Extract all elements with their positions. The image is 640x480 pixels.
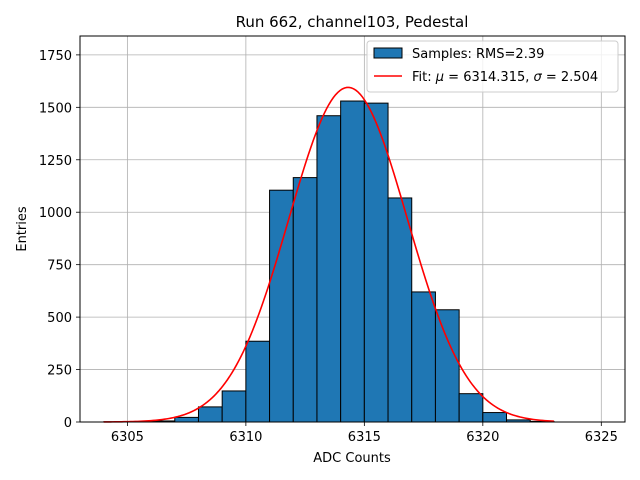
y-tick-label: 1250 bbox=[39, 154, 72, 169]
legend-fit-sigma-symbol: σ bbox=[534, 70, 543, 85]
y-tick-label: 250 bbox=[47, 364, 72, 379]
histogram-bar bbox=[269, 189, 294, 423]
y-tick-label: 500 bbox=[47, 311, 72, 326]
legend: Samples: RMS=2.39 Fit: μ = 6314.315, σ =… bbox=[366, 40, 619, 93]
histogram-bars bbox=[103, 100, 555, 423]
x-axis-title: ADC Counts bbox=[313, 451, 391, 466]
x-tick-label: 6315 bbox=[348, 430, 381, 445]
chart-title: Run 662, channel103, Pedestal bbox=[236, 13, 469, 31]
y-tick-label: 1500 bbox=[39, 101, 72, 116]
x-tick-label: 6320 bbox=[466, 430, 499, 445]
histogram-bar bbox=[363, 102, 389, 423]
legend-fit-mu-value: = 6314.315, bbox=[444, 70, 533, 85]
histogram-bar bbox=[482, 412, 508, 423]
x-axis-ticks: 6305 6310 6315 6320 6325 bbox=[111, 422, 618, 445]
y-axis-ticks: 0 250 500 750 1000 1250 1500 1750 bbox=[39, 49, 80, 431]
histogram-bar bbox=[316, 115, 342, 423]
legend-box bbox=[366, 40, 619, 93]
histogram-bar bbox=[387, 197, 413, 423]
histogram-bar bbox=[411, 291, 436, 423]
histogram-bar bbox=[458, 393, 484, 423]
y-tick-label: 750 bbox=[47, 259, 72, 274]
fit-curve-layer bbox=[103, 86, 554, 423]
x-tick-label: 6305 bbox=[111, 430, 144, 445]
plot-frame bbox=[79, 35, 626, 423]
legend-fit-label: Fit: μ = 6314.315, σ = 2.504 bbox=[412, 70, 598, 85]
legend-histogram-label: Samples: RMS=2.39 bbox=[412, 47, 544, 62]
histogram-bar bbox=[174, 416, 199, 423]
legend-fit-prefix: Fit: bbox=[412, 70, 436, 85]
legend-fit-sigma-value: = 2.504 bbox=[542, 70, 598, 85]
y-tick-label: 1000 bbox=[39, 206, 72, 221]
histogram-bar bbox=[340, 100, 365, 423]
histogram-bar bbox=[197, 406, 223, 423]
gaussian-fit-curve bbox=[103, 86, 554, 423]
histogram-bar bbox=[245, 340, 271, 423]
histogram-bar bbox=[434, 309, 460, 423]
legend-histogram-swatch bbox=[373, 47, 403, 59]
histogram-bar bbox=[221, 390, 247, 423]
x-tick-label: 6310 bbox=[229, 430, 262, 445]
legend-fit-mu-symbol: μ bbox=[435, 70, 444, 85]
x-tick-label: 6325 bbox=[585, 430, 618, 445]
histogram-bar bbox=[292, 177, 318, 423]
y-tick-label: 1750 bbox=[39, 49, 72, 64]
y-tick-label: 0 bbox=[64, 416, 72, 431]
y-axis-title: Entries bbox=[15, 206, 30, 252]
